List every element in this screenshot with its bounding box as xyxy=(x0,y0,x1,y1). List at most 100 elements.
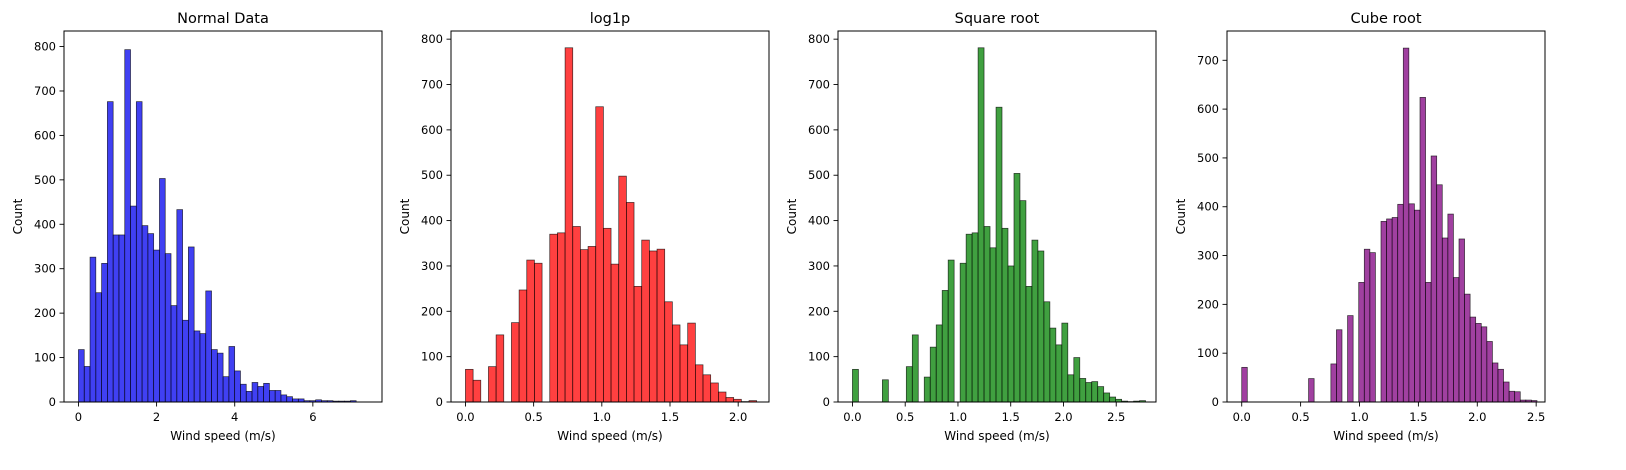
histogram-bar xyxy=(245,390,253,403)
y-tick-label: 0 xyxy=(823,395,830,409)
y-axis-label: Count xyxy=(785,198,799,234)
histogram-bar xyxy=(1025,286,1033,403)
histogram-bar xyxy=(618,175,627,403)
y-tick-label: 500 xyxy=(421,168,443,182)
histogram-bar xyxy=(1055,344,1063,403)
histogram-bar xyxy=(1475,323,1482,403)
x-tick-label: 6 xyxy=(309,410,316,424)
histogram-bar xyxy=(280,394,288,403)
histogram-bar xyxy=(564,47,574,403)
y-tick-label: 400 xyxy=(34,217,56,231)
y-tick-label: 300 xyxy=(808,259,830,273)
y-axis-label: Count xyxy=(11,198,25,234)
x-tick-label: 0.5 xyxy=(1291,410,1309,424)
histogram-bar xyxy=(1091,381,1099,403)
chart-panel-3: 0.0 0.5 1.0 1.5 2.0 2.5 0 100 200 300 400 500 600 700… xyxy=(785,11,1157,443)
histogram-bar xyxy=(603,227,612,403)
histogram-bar xyxy=(1508,390,1516,403)
chart-panel-2: 0.0 0.5 1.0 1.5 2.0 0 100 200 300 400 500 600 700 800… xyxy=(398,11,770,443)
histogram-bar xyxy=(1001,227,1009,403)
histogram-bar xyxy=(89,256,97,403)
histogram-bar xyxy=(1458,238,1465,403)
histogram-bar xyxy=(557,232,566,403)
histogram-bar xyxy=(124,49,131,403)
histogram-bar xyxy=(141,225,149,403)
y-tick-label: 200 xyxy=(34,306,56,320)
y-tick-label: 200 xyxy=(1197,297,1219,311)
histogram-bar xyxy=(1391,217,1399,403)
histogram-bar xyxy=(580,249,589,403)
histogram-bar xyxy=(193,330,201,403)
histogram-bar xyxy=(199,333,207,403)
histogram-bar xyxy=(130,205,137,403)
histogram-bar xyxy=(1453,277,1460,403)
histogram-bar xyxy=(205,290,212,403)
y-tick-label: 200 xyxy=(808,304,830,318)
histogram-bar xyxy=(1103,392,1111,403)
x-axis-label: Wind speed (m/s) xyxy=(944,429,1049,443)
histogram-bar xyxy=(1031,239,1039,403)
histogram-bar xyxy=(101,263,108,403)
y-tick-label: 400 xyxy=(421,214,443,228)
histogram-bar xyxy=(216,352,224,403)
histogram-bar xyxy=(495,334,505,403)
histogram-bar xyxy=(717,391,727,403)
x-tick-label: 2.0 xyxy=(1054,410,1072,424)
y-tick-label: 400 xyxy=(808,214,830,228)
histogram-bar xyxy=(1073,357,1081,403)
histogram-bar xyxy=(626,202,635,403)
x-axis-label: Wind speed (m/s) xyxy=(557,429,662,443)
x-tick-label: 2 xyxy=(153,410,160,424)
histogram-bar xyxy=(147,233,155,403)
y-tick-label: 0 xyxy=(436,395,443,409)
histogram-bar xyxy=(182,319,189,403)
x-tick-label: 1.0 xyxy=(593,410,611,424)
histogram-bar xyxy=(923,376,931,403)
histogram-bar xyxy=(511,322,520,403)
y-tick-label: 800 xyxy=(421,32,443,46)
histogram-bar xyxy=(286,396,293,403)
y-tick-label: 100 xyxy=(808,350,830,364)
histogram-bar xyxy=(1419,97,1426,403)
histogram-bar xyxy=(1402,47,1410,403)
histogram-bar xyxy=(1425,282,1432,403)
histogram-bar xyxy=(112,234,120,403)
histogram-bar xyxy=(1469,316,1477,403)
histogram-bar xyxy=(1336,329,1343,403)
plot-frame xyxy=(837,30,1157,403)
histogram-bar xyxy=(518,289,528,403)
histogram-bar xyxy=(549,233,558,403)
histogram-bar xyxy=(488,366,497,403)
histogram-bar xyxy=(1109,396,1117,403)
histogram-bar xyxy=(472,379,482,403)
histogram-bar xyxy=(1241,366,1248,403)
histogram-bar xyxy=(687,322,696,403)
x-tick-label: 0.5 xyxy=(524,410,542,424)
histogram-bar xyxy=(188,246,195,403)
histogram-bar xyxy=(977,47,985,403)
x-tick-label: 0 xyxy=(75,410,82,424)
histogram-bar xyxy=(1386,218,1393,403)
y-tick-label: 100 xyxy=(1197,346,1219,360)
histogram-bar xyxy=(1347,315,1354,403)
histogram-bar xyxy=(911,334,919,403)
histogram-bar xyxy=(534,262,543,403)
histogram-bar xyxy=(526,259,535,403)
histogram-bar xyxy=(1079,378,1087,403)
histogram-bar xyxy=(1380,221,1387,403)
histogram-bar xyxy=(176,209,183,403)
histogram-bar xyxy=(664,301,673,403)
histogram-bar xyxy=(1007,265,1015,403)
histogram-bar xyxy=(1085,382,1093,403)
histogram-bar xyxy=(107,101,114,403)
histogram-bar xyxy=(257,386,264,403)
histogram-bar xyxy=(587,246,597,403)
histogram-bar xyxy=(1492,362,1499,403)
histogram-bar xyxy=(995,106,1003,403)
histogram-bars xyxy=(1241,47,1538,403)
y-tick-label: 700 xyxy=(808,78,830,92)
histogram-bar xyxy=(649,250,658,403)
histogram-bar xyxy=(1430,155,1438,403)
histogram-bar xyxy=(1043,301,1051,403)
histogram-bar xyxy=(228,346,236,403)
